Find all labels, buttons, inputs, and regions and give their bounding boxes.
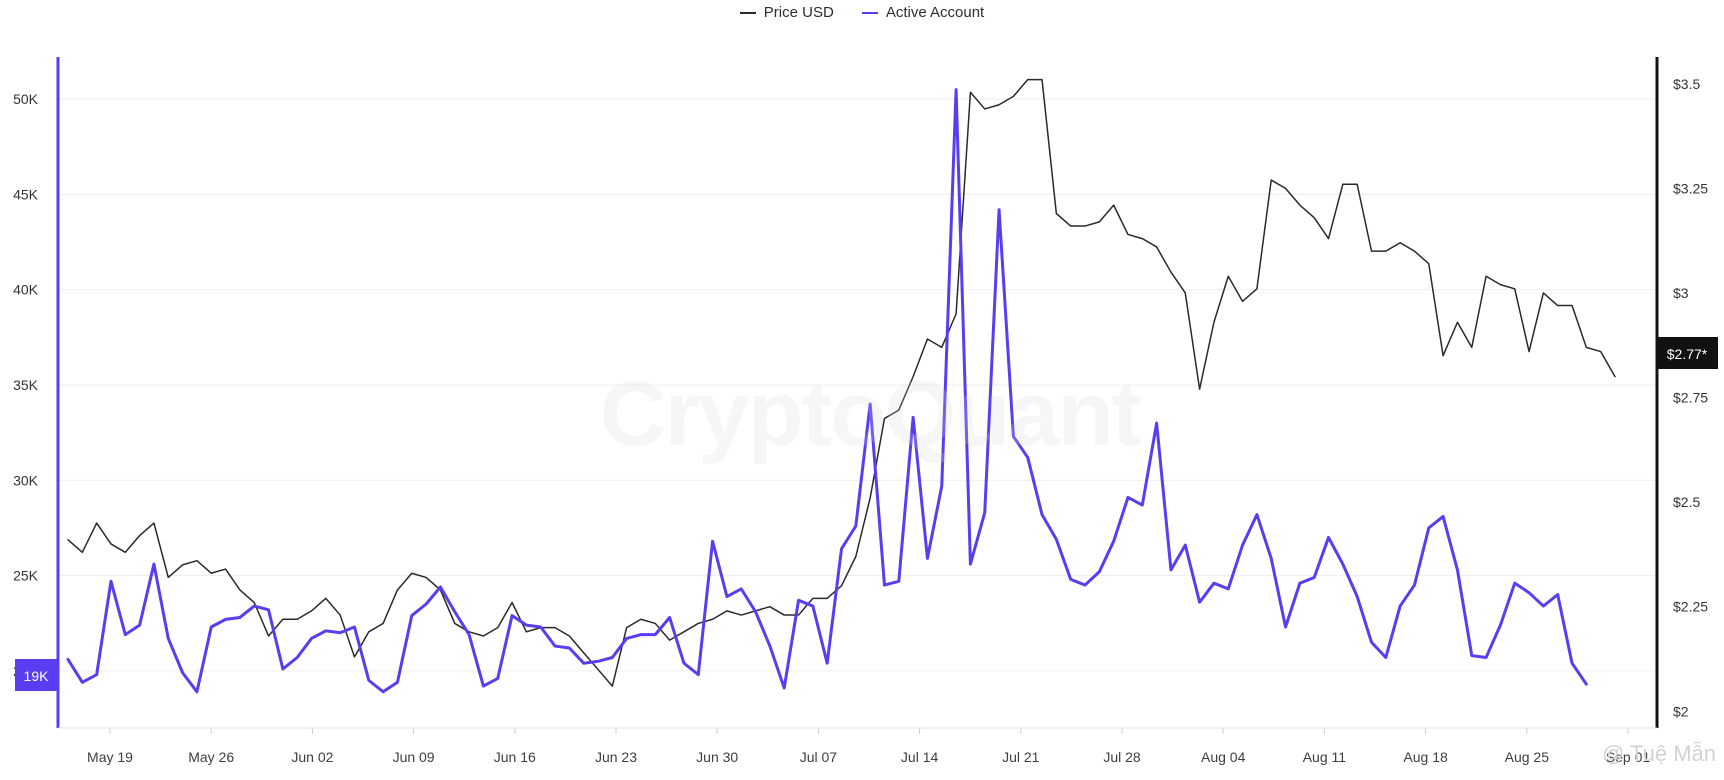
active-account-line <box>66 88 1588 694</box>
left-current-value-badge <box>15 659 57 691</box>
right-axis-tick-label: $3 <box>1673 285 1689 301</box>
x-axis-tick-label: Aug 11 <box>1303 749 1347 765</box>
x-axis-tick-label: Jun 02 <box>291 749 333 765</box>
right-current-value-text: $2.77* <box>1667 346 1708 362</box>
left-axis-tick-label: 45K <box>13 186 39 202</box>
price-legend-label: Price USD <box>763 4 834 21</box>
x-axis-tick-label: May 19 <box>87 749 133 765</box>
x-axis-tick-label: Aug 04 <box>1201 749 1246 765</box>
active-account-legend-label: Active Account <box>885 4 985 21</box>
x-axis-tick-label: Jul 21 <box>1002 749 1040 765</box>
x-axis-tick-label: Jul 28 <box>1103 749 1141 765</box>
legend-item-price[interactable]: Price USD <box>739 4 834 21</box>
right-current-value-badge <box>1657 337 1718 369</box>
x-axis-tick-label: Jul 07 <box>800 749 838 765</box>
x-axis-tick-label: Jul 14 <box>901 749 939 765</box>
right-axis-tick-label: $2 <box>1673 703 1689 719</box>
x-axis-tick-label: Aug 18 <box>1403 749 1448 765</box>
x-axis-tick-label: Jun 30 <box>696 749 738 765</box>
legend: Price USD Active Account <box>0 4 1724 21</box>
left-axis-tick-label: 30K <box>13 472 39 488</box>
active-account-legend-swatch <box>861 11 878 14</box>
left-axis-tick-label: 35K <box>13 377 39 393</box>
left-current-value-text: 19K <box>24 668 50 684</box>
right-axis-tick-label: $2.75 <box>1673 390 1708 406</box>
x-axis-tick-label: Jun 23 <box>595 749 637 765</box>
right-axis-tick-label: $2.5 <box>1673 494 1700 510</box>
right-axis-tick-label: $3.5 <box>1673 76 1700 92</box>
x-axis-tick-label: Jun 09 <box>393 749 435 765</box>
right-axis-tick-label: $2.25 <box>1673 599 1708 615</box>
legend-item-active-account[interactable]: Active Account <box>861 4 985 21</box>
right-axis-tick-label: $3.25 <box>1673 180 1708 196</box>
x-axis-tick-label: Jun 16 <box>494 749 536 765</box>
x-axis-tick-label: Sep 01 <box>1606 749 1651 765</box>
price-legend-swatch <box>739 11 756 14</box>
x-axis-tick-label: May 26 <box>188 749 234 765</box>
left-axis-tick-label: 25K <box>13 568 39 584</box>
x-axis-tick-label: Aug 25 <box>1505 749 1550 765</box>
price-usd-line <box>67 78 1616 687</box>
left-axis-tick-label: 50K <box>13 91 39 107</box>
left-axis-tick-label: 40K <box>13 282 39 298</box>
